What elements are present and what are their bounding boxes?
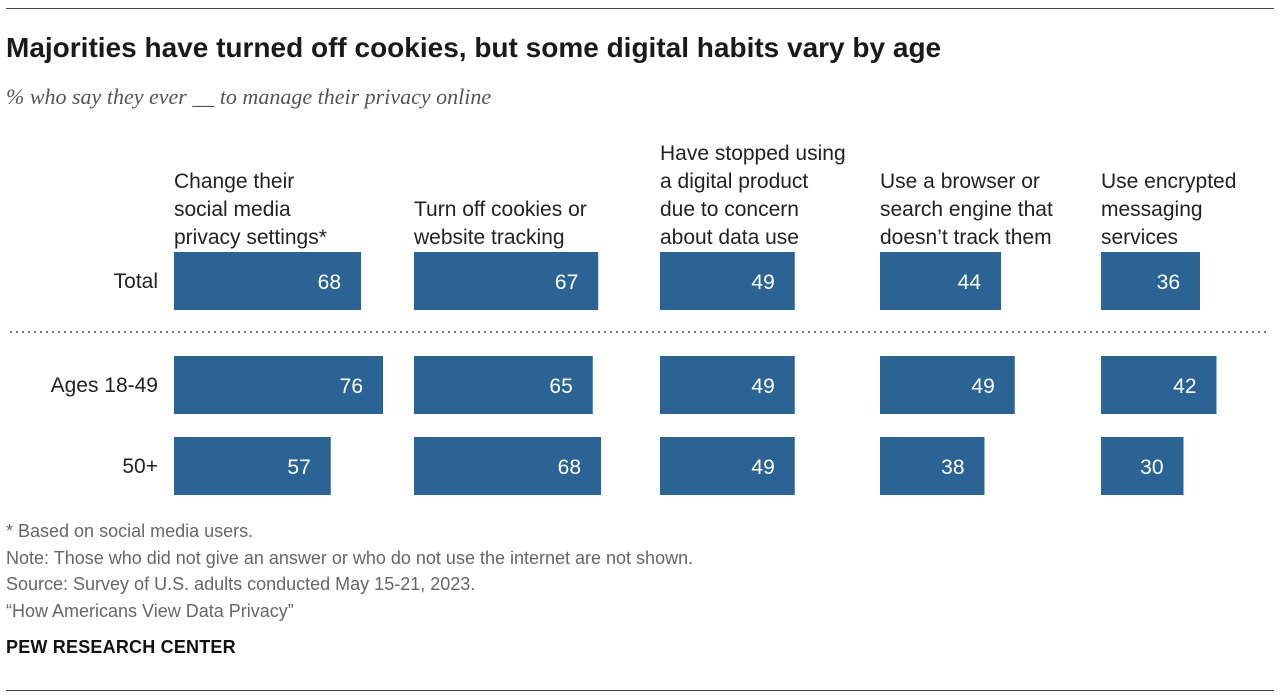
column-header-1-line-1: Change their	[174, 170, 294, 193]
column-header-1-line-2: social media	[174, 198, 291, 221]
bar-3-2	[414, 437, 601, 495]
bar-1-1	[174, 252, 361, 310]
bar-2-4	[880, 356, 1015, 414]
column-header-3-line-4: about data use	[660, 226, 799, 249]
row-label-2: Ages 18-49	[51, 374, 158, 397]
bar-2-2	[414, 356, 593, 414]
chart-title: Majorities have turned off cookies, but …	[6, 32, 942, 63]
column-header-4-line-3: doesn’t track them	[880, 226, 1052, 249]
top-rule	[6, 8, 1274, 9]
row-label-3: 50+	[122, 455, 158, 478]
bar-chart: Change their social media privacy settings…	[10, 142, 1268, 495]
column-header-4-line-2: search engine that	[880, 198, 1053, 221]
column-header-3-line-1: Have stopped using	[660, 142, 846, 165]
data-label-2-1: 76	[340, 375, 363, 398]
bar-1-4	[880, 252, 1001, 310]
bar-1-5	[1101, 252, 1200, 310]
data-label-2-2: 65	[549, 375, 572, 398]
column-header-5-line-2: messaging	[1101, 198, 1203, 221]
bar-2-5	[1101, 356, 1217, 414]
bar-3-4	[880, 437, 985, 495]
footnote-note: Note: Those who did not give an answer o…	[6, 547, 694, 568]
data-label-3-3: 49	[751, 456, 774, 479]
data-label-2-3: 49	[751, 375, 774, 398]
bottom-rule	[6, 690, 1274, 691]
bar-3-5	[1101, 437, 1184, 495]
column-header-4-line-1: Use a browser or	[880, 170, 1040, 193]
data-label-3-2: 68	[558, 456, 581, 479]
bar-3-1	[174, 437, 331, 495]
bar-2-1	[174, 356, 383, 414]
data-label-3-5: 30	[1140, 456, 1163, 479]
brand-name: PEW RESEARCH CENTER	[6, 637, 236, 657]
data-label-1-4: 44	[958, 271, 982, 294]
data-label-1-2: 67	[555, 271, 578, 294]
column-header-3-line-3: due to concern	[660, 198, 799, 221]
column-header-1-line-3: privacy settings*	[174, 226, 327, 249]
bar-3-3	[660, 437, 795, 495]
data-label-1-3: 49	[751, 271, 774, 294]
data-label-3-1: 57	[287, 456, 310, 479]
data-label-2-4: 49	[971, 375, 994, 398]
column-header-2-line-2: website tracking	[413, 226, 565, 249]
column-header-2-line-1: Turn off cookies or	[414, 198, 587, 221]
data-label-3-4: 38	[941, 456, 964, 479]
bar-2-3	[660, 356, 795, 414]
footnote-source: Source: Survey of U.S. adults conducted …	[6, 574, 476, 594]
column-header-5-line-1: Use encrypted	[1101, 170, 1236, 193]
data-label-1-5: 36	[1157, 271, 1180, 294]
column-header-3-line-2: a digital product	[660, 170, 808, 193]
data-label-1-1: 68	[318, 271, 341, 294]
footnote-report: “How Americans View Data Privacy”	[6, 600, 294, 621]
data-label-2-5: 42	[1173, 375, 1196, 398]
row-label-1: Total	[114, 270, 158, 293]
column-header-5-line-3: services	[1101, 226, 1178, 249]
bar-1-2	[414, 252, 599, 310]
bar-1-3	[660, 252, 795, 310]
footnote-asterisk: * Based on social media users.	[6, 521, 254, 541]
footnotes: * Based on social media users. Note: Tho…	[6, 518, 693, 624]
chart-subtitle: % who say they ever __ to manage their p…	[6, 84, 492, 109]
